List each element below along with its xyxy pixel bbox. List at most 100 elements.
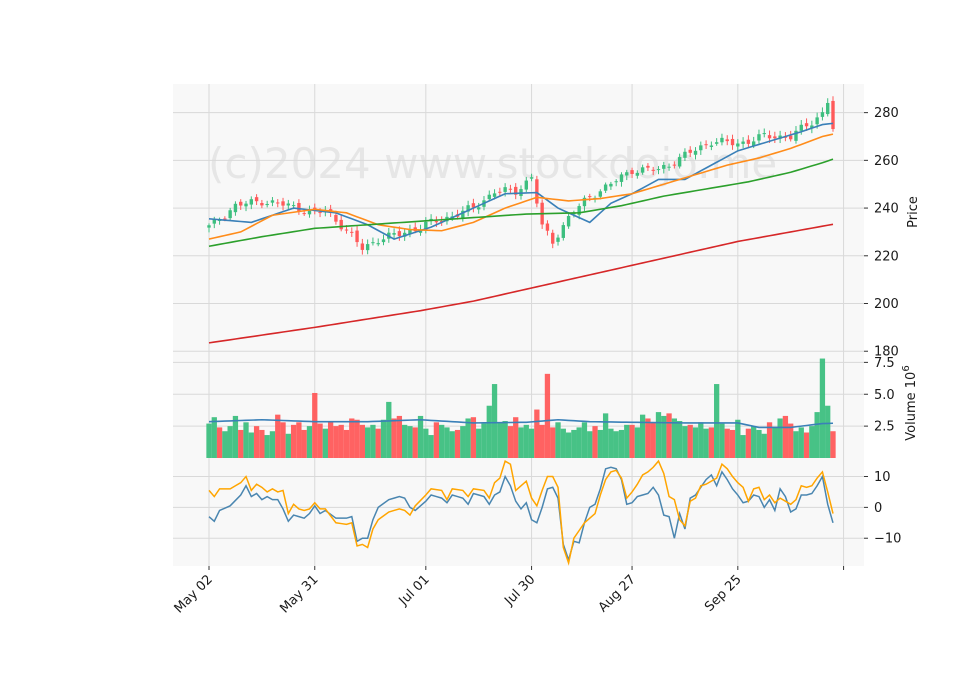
candle-down bbox=[339, 219, 343, 230]
volume-bar bbox=[666, 413, 672, 458]
candle-down bbox=[551, 232, 555, 244]
volume-bar bbox=[417, 415, 424, 458]
candle-up bbox=[693, 150, 698, 155]
candle-up bbox=[461, 210, 465, 218]
volume-bar bbox=[444, 427, 450, 458]
volume-bar bbox=[486, 405, 492, 458]
candle-down bbox=[260, 203, 264, 206]
volume-bar bbox=[645, 418, 651, 458]
candle-up bbox=[603, 184, 608, 191]
volume-bar bbox=[306, 426, 313, 458]
volume-bar bbox=[460, 426, 466, 458]
price-axis-label: Price bbox=[906, 196, 921, 228]
volume-bar bbox=[830, 431, 836, 458]
volume-bar bbox=[714, 384, 720, 458]
volume-bar bbox=[751, 426, 757, 458]
price-ytick-label: 260 bbox=[874, 154, 899, 169]
candle-down bbox=[355, 230, 359, 243]
candle-up bbox=[799, 124, 803, 131]
price-panel bbox=[207, 96, 835, 344]
price-panel-bg bbox=[173, 84, 864, 356]
candle-up bbox=[365, 244, 370, 251]
candle-up bbox=[371, 242, 375, 244]
candle-up bbox=[477, 207, 481, 210]
volume-bar bbox=[211, 417, 217, 458]
xtick-label: Aug 27 bbox=[596, 572, 639, 615]
candle-up bbox=[683, 151, 687, 158]
volume-bar bbox=[454, 429, 461, 458]
volume-bar bbox=[243, 422, 249, 458]
candle-up bbox=[376, 243, 380, 245]
volume-bar bbox=[290, 424, 297, 458]
volume-bar bbox=[322, 428, 328, 458]
volume-bar bbox=[370, 424, 376, 458]
volume-bar bbox=[238, 429, 244, 458]
candle-up bbox=[207, 225, 211, 228]
volume-bar bbox=[285, 433, 291, 458]
volume-bar bbox=[497, 422, 503, 458]
volume-bar bbox=[206, 423, 212, 458]
volume-bar bbox=[729, 429, 736, 458]
candle-up bbox=[577, 206, 581, 215]
candle-up bbox=[529, 177, 534, 179]
volume-bar bbox=[359, 424, 365, 458]
candle-down bbox=[646, 165, 650, 168]
candle-down bbox=[651, 169, 655, 171]
candle-down bbox=[804, 123, 809, 127]
moving-average-line bbox=[208, 158, 834, 248]
candle-up bbox=[762, 133, 766, 135]
volume-bar bbox=[571, 429, 577, 458]
volume-bar bbox=[772, 427, 778, 458]
volume-bar bbox=[624, 424, 630, 458]
volume-moving-average-line bbox=[208, 418, 834, 429]
volume-bar bbox=[222, 431, 228, 458]
volume-bar bbox=[756, 429, 762, 458]
candle-down bbox=[672, 164, 677, 166]
volume-bar bbox=[491, 384, 498, 458]
oscillator-panel-bg bbox=[173, 458, 864, 566]
volume-bar bbox=[264, 435, 270, 458]
volume-bar bbox=[275, 414, 281, 458]
candle-down bbox=[746, 139, 751, 144]
oscillator-ytick-label: 0 bbox=[874, 501, 882, 516]
price-ytick-label: 240 bbox=[874, 202, 899, 217]
candle-up bbox=[598, 191, 603, 197]
volume-bar bbox=[343, 429, 350, 458]
candle-up bbox=[566, 216, 571, 227]
volume-bar bbox=[518, 427, 524, 458]
volume-bar bbox=[565, 432, 572, 458]
candle-down bbox=[508, 188, 513, 190]
candle-up bbox=[625, 172, 629, 176]
volume-bar bbox=[232, 415, 239, 458]
volume-bar bbox=[269, 431, 276, 458]
volume-panel bbox=[206, 358, 836, 458]
candle-up bbox=[286, 203, 291, 206]
candle-down bbox=[302, 213, 306, 215]
volume-bar bbox=[433, 422, 440, 458]
oscillator-panel bbox=[208, 459, 834, 566]
candle-down bbox=[297, 202, 301, 212]
candle-down bbox=[704, 144, 708, 146]
candle-up bbox=[487, 194, 491, 200]
volume-bar bbox=[502, 421, 508, 458]
candle-up bbox=[677, 157, 682, 167]
candle-up bbox=[815, 117, 819, 125]
candle-up bbox=[810, 125, 814, 129]
candle-up bbox=[408, 229, 412, 234]
oscillator-ytick-label: −10 bbox=[874, 532, 901, 547]
volume-bar bbox=[513, 417, 519, 458]
candle-up bbox=[466, 205, 470, 212]
volume-bar bbox=[798, 427, 804, 458]
volume-bar bbox=[613, 431, 619, 458]
volume-bar bbox=[253, 426, 260, 458]
candle-down bbox=[281, 201, 285, 206]
xtick-label: Jul 01 bbox=[396, 572, 433, 609]
volume-bar bbox=[216, 427, 223, 458]
candle-down bbox=[725, 139, 729, 142]
candle-down bbox=[831, 100, 835, 130]
volume-bar bbox=[602, 413, 609, 458]
volume-bar bbox=[423, 428, 429, 458]
xtick-label: May 02 bbox=[172, 572, 216, 616]
volume-bar bbox=[692, 427, 699, 458]
